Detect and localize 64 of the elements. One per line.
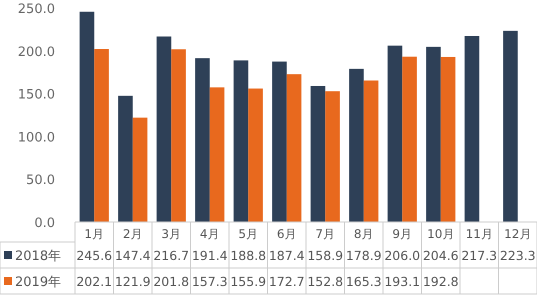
x-tick-label: 9月 xyxy=(392,227,412,241)
bar xyxy=(248,88,263,222)
bar xyxy=(349,68,364,222)
data-label: 193.1 xyxy=(384,274,420,289)
bar xyxy=(325,91,340,222)
bar xyxy=(503,30,518,222)
data-label: 187.4 xyxy=(268,248,305,263)
data-label: 217.3 xyxy=(461,248,498,263)
x-tick-label: 7月 xyxy=(315,227,336,241)
data-label: 223.3 xyxy=(500,248,536,263)
bar xyxy=(440,56,456,222)
data-label: 178.9 xyxy=(346,248,382,263)
data-label: 152.8 xyxy=(307,274,344,289)
data-label: 202.1 xyxy=(76,274,112,289)
bar xyxy=(210,87,224,222)
bar xyxy=(464,36,480,222)
x-tick-label: 5月 xyxy=(238,227,258,241)
bar xyxy=(171,49,186,222)
bar xyxy=(118,96,133,222)
data-label: 121.9 xyxy=(114,274,151,289)
data-label: 155.9 xyxy=(230,274,266,289)
x-tick-label: 10月 xyxy=(427,227,454,241)
y-tick-label: 250.0 xyxy=(18,2,55,17)
legend-label: 2019年 xyxy=(15,275,62,290)
data-label: 201.8 xyxy=(153,274,190,289)
data-label: 158.9 xyxy=(307,248,344,263)
y-tick-label: 0.0 xyxy=(34,216,55,231)
x-tick-label: 1月 xyxy=(84,227,104,241)
bar xyxy=(132,118,148,222)
bar xyxy=(94,49,109,222)
bar xyxy=(310,86,326,222)
bar xyxy=(195,58,210,222)
data-label: 245.6 xyxy=(76,248,112,263)
x-tick-label: 11月 xyxy=(466,227,493,241)
bar xyxy=(364,80,378,222)
data-label: 147.4 xyxy=(114,248,151,263)
y-tick-label: 200.0 xyxy=(18,44,55,60)
data-label: 157.3 xyxy=(192,274,228,289)
bar xyxy=(234,60,248,222)
bar xyxy=(272,62,287,222)
x-tick-label: 6月 xyxy=(276,227,297,241)
data-label: 192.8 xyxy=(422,274,459,289)
y-tick-label: 50.0 xyxy=(26,173,55,188)
y-tick-label: 150.0 xyxy=(18,88,55,103)
bar xyxy=(286,74,302,222)
x-tick-label: 4月 xyxy=(200,227,220,241)
data-label: 188.8 xyxy=(230,248,266,263)
data-label: 172.7 xyxy=(268,274,305,289)
data-label: 165.3 xyxy=(346,274,382,289)
legend-label: 2018年 xyxy=(15,249,62,264)
bar xyxy=(402,56,417,222)
x-tick-label: 2月 xyxy=(122,227,143,241)
x-tick-label: 12月 xyxy=(504,227,532,241)
x-tick-label: 3月 xyxy=(161,227,182,241)
bar xyxy=(80,12,94,222)
x-tick-label: 8月 xyxy=(354,227,374,241)
data-label: 216.7 xyxy=(153,248,190,263)
data-label: 206.0 xyxy=(384,248,420,263)
y-tick-label: 100.0 xyxy=(18,130,55,146)
data-label: 204.6 xyxy=(422,248,459,263)
bar xyxy=(426,46,441,222)
bar xyxy=(156,36,172,222)
data-label: 191.4 xyxy=(192,248,228,263)
bar xyxy=(388,46,402,222)
